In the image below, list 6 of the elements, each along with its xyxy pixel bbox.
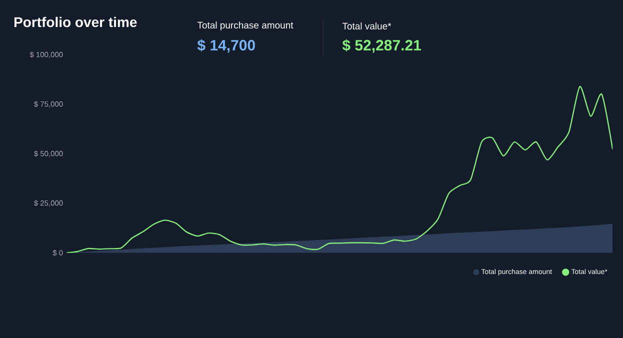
text: $ 52,287.21 bbox=[342, 39, 421, 53]
chart-title: Portfolio over time bbox=[14, 16, 137, 28]
text: $ 14,700 bbox=[197, 39, 255, 53]
text: Total purchase amount bbox=[197, 22, 294, 30]
text: Total value* bbox=[342, 22, 392, 30]
line-series bbox=[66, 86, 613, 253]
